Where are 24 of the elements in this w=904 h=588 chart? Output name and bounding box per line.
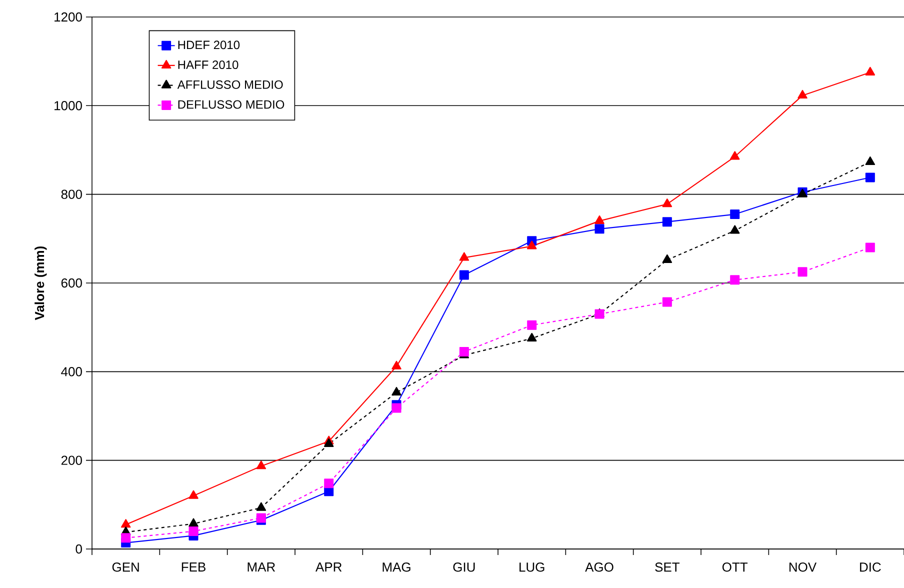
y-tick-label: 400 — [61, 367, 82, 376]
x-tick-label: APR — [316, 562, 342, 572]
x-tick-label: NOV — [789, 562, 817, 572]
y-tick-label: 0 — [76, 544, 82, 554]
y-tick-label: 200 — [61, 456, 82, 465]
y-tick-label: 1000 — [54, 101, 82, 110]
x-tick-label: GEN — [112, 562, 139, 572]
x-tick-label: GIU — [453, 562, 475, 572]
x-tick-label: SET — [655, 562, 680, 572]
y-axis-title: Valore (mm) — [34, 246, 47, 320]
x-tick-label: LUG — [520, 562, 544, 572]
x-tick-label: MAG — [382, 562, 410, 572]
legend-label: DEFLUSSO MEDIO — [178, 100, 284, 109]
y-tick-label: 1200 — [54, 12, 82, 22]
x-tick-label: FEB — [182, 562, 206, 572]
x-tick-label: OTT — [722, 562, 748, 572]
legend-label: HAFF 2010 — [178, 60, 238, 70]
legend-label: AFFLUSSO MEDIO — [177, 80, 283, 89]
x-tick-label: AGO — [585, 562, 614, 572]
y-tick-label: 800 — [61, 190, 82, 199]
legend-label: HDEF 2010 — [178, 40, 240, 50]
x-tick-label: MAR — [248, 562, 276, 572]
y-tick-label: 600 — [61, 278, 82, 288]
x-tick-label: DIC — [860, 562, 881, 572]
